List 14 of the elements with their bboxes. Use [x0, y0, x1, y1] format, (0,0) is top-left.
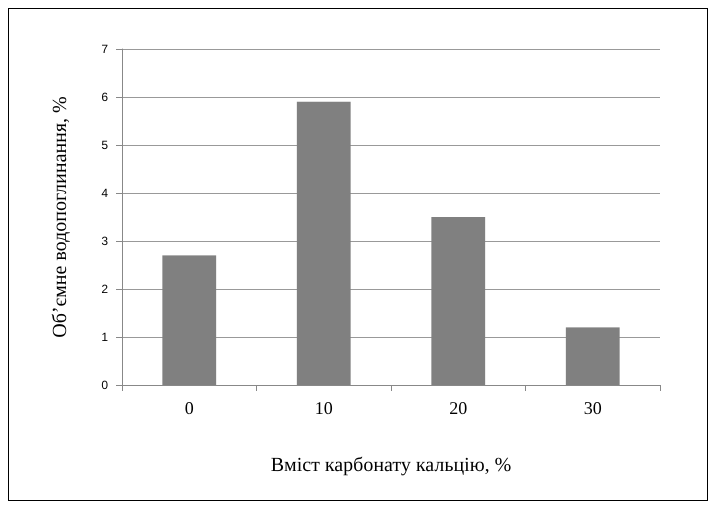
y-tick-label: 3	[101, 234, 108, 248]
y-tick-label: 7	[101, 42, 108, 56]
y-tick-label: 0	[101, 378, 108, 392]
y-tick-label: 6	[101, 90, 108, 104]
x-tick-label: 10	[314, 398, 333, 418]
x-tick-label: 20	[449, 398, 468, 418]
x-axis-title: Вміст карбонату кальцію, %	[270, 454, 512, 476]
y-axis-title: Об’ємне водопоглинання, %	[49, 96, 71, 338]
y-tick-label: 4	[101, 186, 108, 200]
x-tick-label: 30	[584, 398, 602, 418]
y-tick-label: 1	[101, 330, 108, 344]
x-tick-label: 0	[184, 398, 194, 418]
y-tick-label: 2	[101, 282, 108, 296]
y-tick-label: 5	[101, 138, 108, 152]
